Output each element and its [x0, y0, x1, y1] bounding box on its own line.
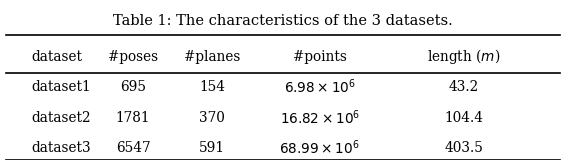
Text: Table 1: The characteristics of the 3 datasets.: Table 1: The characteristics of the 3 da… — [113, 14, 453, 28]
Text: dataset2: dataset2 — [31, 111, 91, 125]
Text: $6.98\times10^{6}$: $6.98\times10^{6}$ — [284, 78, 356, 96]
Text: #planes: #planes — [184, 50, 241, 64]
Text: $68.99\times10^{6}$: $68.99\times10^{6}$ — [280, 139, 360, 157]
Text: dataset1: dataset1 — [31, 80, 91, 94]
Text: #points: #points — [293, 50, 347, 64]
Text: 104.4: 104.4 — [445, 111, 483, 125]
Text: 403.5: 403.5 — [445, 141, 483, 155]
Text: 591: 591 — [199, 141, 225, 155]
Text: #poses: #poses — [108, 50, 158, 64]
Text: length ($m$): length ($m$) — [427, 47, 501, 66]
Text: 370: 370 — [199, 111, 225, 125]
Text: $16.82\times10^{6}$: $16.82\times10^{6}$ — [280, 108, 360, 127]
Text: 1781: 1781 — [116, 111, 150, 125]
Text: 43.2: 43.2 — [449, 80, 479, 94]
Text: dataset3: dataset3 — [31, 141, 91, 155]
Text: 154: 154 — [199, 80, 225, 94]
Text: dataset: dataset — [31, 50, 82, 64]
Text: 695: 695 — [120, 80, 146, 94]
Text: 6547: 6547 — [115, 141, 151, 155]
